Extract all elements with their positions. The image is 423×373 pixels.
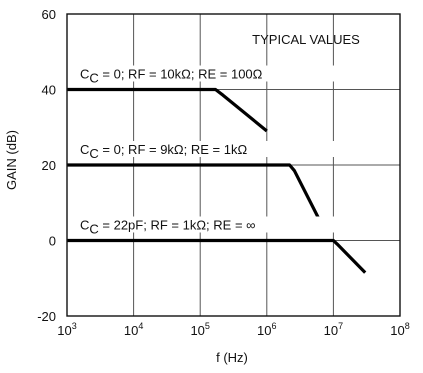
x-tick-label: 105 — [190, 321, 209, 338]
y-tick-label: 40 — [42, 83, 56, 98]
x-axis-label: f (Hz) — [216, 350, 248, 365]
y-tick-label: 60 — [42, 7, 56, 22]
typical-values-annotation: TYPICAL VALUES — [252, 32, 360, 47]
tick-labels: 103 104 105 106 107 108 -20 0 20 40 60 — [37, 7, 410, 338]
series-label-backdrop — [78, 216, 378, 233]
series-label: CC = 0; RF = 10kΩ; RE = 100Ω — [80, 67, 263, 86]
x-tick-label: 108 — [390, 321, 409, 338]
y-tick-label: 20 — [42, 158, 56, 173]
series-label-backdrop — [78, 65, 378, 82]
series-line — [67, 163, 324, 227]
series-line — [67, 238, 367, 274]
series-label: CC = 22pF; RF = 1kΩ; RE = ∞ — [80, 218, 255, 237]
plot-frame — [66, 13, 401, 317]
series-line — [67, 87, 268, 133]
series-label: CC = 0; RF = 9kΩ; RE = 1kΩ — [80, 142, 247, 161]
y-tick-label: 0 — [49, 234, 56, 249]
series-label-backdrop — [78, 141, 378, 157]
series-lines — [67, 87, 367, 274]
x-tick-label: 104 — [124, 321, 143, 338]
y-tick-label: -20 — [37, 309, 56, 324]
y-axis-label: GAIN (dB) — [4, 130, 19, 190]
x-tick-label: 106 — [257, 321, 276, 338]
x-tick-label: 107 — [324, 321, 343, 338]
x-tick-label: 103 — [57, 321, 76, 338]
series-labels: CC = 0; RF = 10kΩ; RE = 100Ω CC = 0; RF =… — [78, 65, 378, 237]
